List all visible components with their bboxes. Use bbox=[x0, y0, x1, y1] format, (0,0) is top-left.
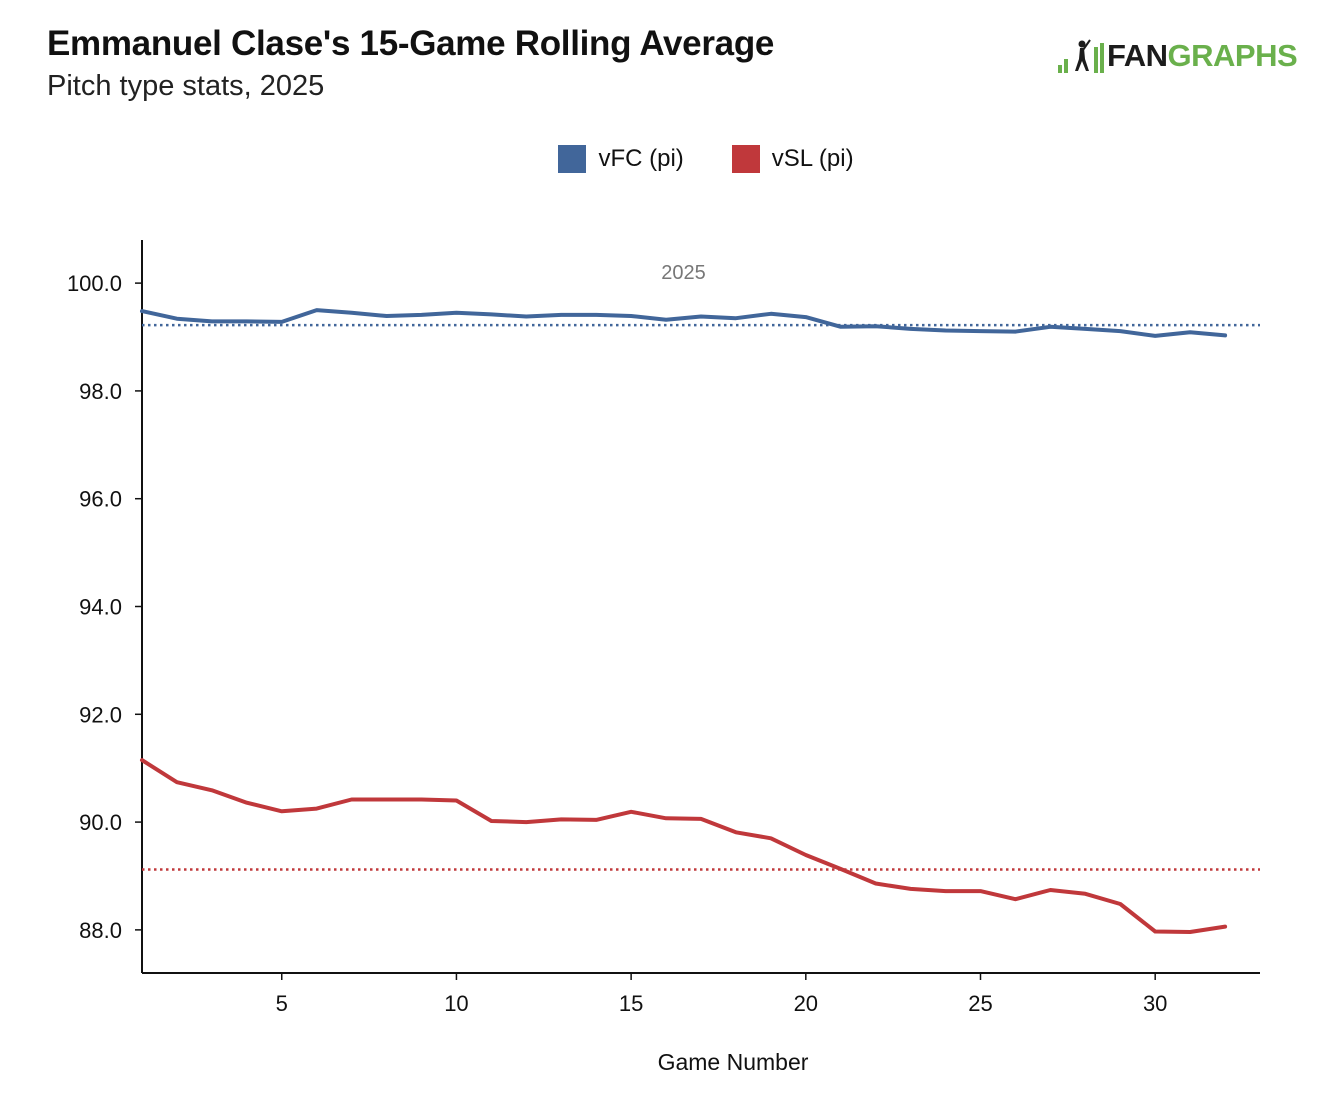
y-tick-label: 98.0 bbox=[79, 379, 122, 404]
fangraphs-logo: FANGRAPHS bbox=[1058, 38, 1298, 74]
legend-swatch-vsl bbox=[731, 145, 760, 173]
legend-swatch-vfc bbox=[558, 145, 587, 173]
y-tick-label: 94.0 bbox=[79, 595, 122, 620]
x-tick-label: 25 bbox=[968, 991, 992, 1016]
logo-bars-icon bbox=[1058, 39, 1104, 73]
y-tick-label: 88.0 bbox=[79, 918, 122, 943]
x-tick-label: 15 bbox=[619, 991, 643, 1016]
series-line-vfc bbox=[140, 308, 1228, 338]
chart-title: Emmanuel Clase's 15-Game Rolling Average bbox=[47, 24, 775, 63]
logo-fan-text: FAN bbox=[1107, 38, 1168, 73]
y-tick-label: 100.0 bbox=[67, 271, 122, 296]
season-annotation: 2025 bbox=[661, 262, 706, 284]
legend-item-vfc[interactable]: vFC (pi) bbox=[558, 145, 684, 173]
legend-item-vsl[interactable]: vSL (pi) bbox=[731, 145, 854, 173]
legend-label-vsl: vSL (pi) bbox=[771, 145, 854, 172]
x-axis-title: Game Number bbox=[658, 1049, 809, 1075]
series-line-vsl bbox=[140, 758, 1228, 934]
x-tick-label: 10 bbox=[444, 991, 468, 1016]
x-tick-label: 5 bbox=[276, 991, 288, 1016]
y-tick-label: 92.0 bbox=[79, 702, 122, 727]
y-tick-label: 96.0 bbox=[79, 487, 122, 512]
logo-graphs-text: GRAPHS bbox=[1167, 38, 1298, 73]
legend-label-vfc: vFC (pi) bbox=[598, 145, 684, 172]
chart-legend: vFC (pi) vSL (pi) bbox=[0, 145, 1332, 173]
y-tick-label: 90.0 bbox=[79, 810, 122, 835]
batter-icon bbox=[1075, 39, 1091, 71]
x-tick-label: 30 bbox=[1143, 991, 1167, 1016]
x-tick-label: 20 bbox=[794, 991, 818, 1016]
chart-subtitle: Pitch type stats, 2025 bbox=[47, 70, 325, 102]
